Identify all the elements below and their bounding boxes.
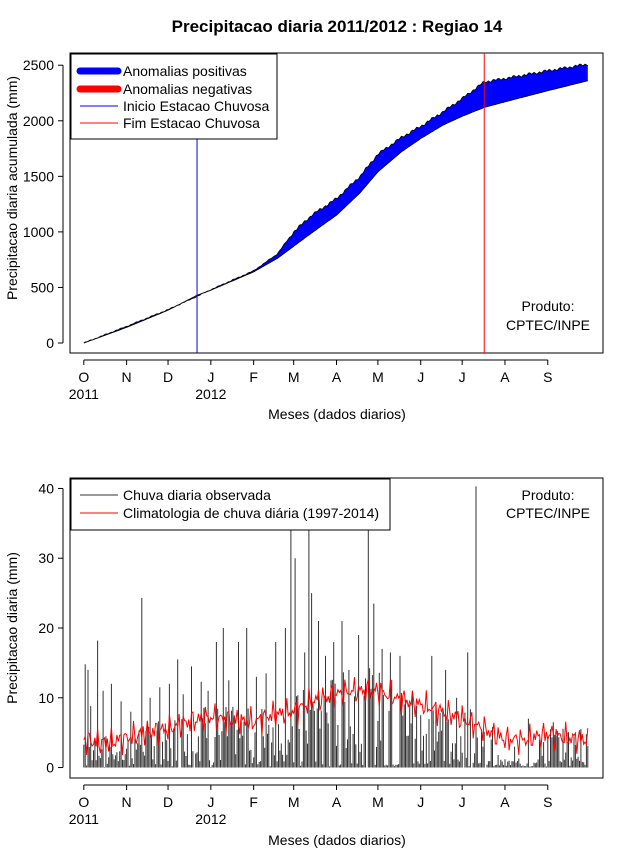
bottom-produto-source: CPTEC/INPE bbox=[506, 505, 590, 521]
top-x-tick-label: D bbox=[163, 369, 173, 385]
legend-label-positive: Anomalias positivas bbox=[123, 63, 247, 79]
top-x-tick-label: O bbox=[78, 369, 89, 385]
chart-title: Precipitacao diaria 2011/2012 : Regiao 1… bbox=[172, 17, 503, 36]
legend-label-climatology: Climatologia de chuva diária (1997-2014) bbox=[123, 505, 379, 521]
bottom-x-tick-label: D bbox=[163, 794, 173, 810]
top-x-tick-label: F bbox=[249, 369, 258, 385]
top-x-tick-label: S bbox=[543, 369, 552, 385]
top-plot-frame bbox=[69, 52, 604, 354]
legend-label-negative: Anomalias negativas bbox=[123, 81, 252, 97]
bottom-y-tick-label: 20 bbox=[38, 620, 54, 636]
top-y-tick-label: 2000 bbox=[23, 113, 54, 129]
top-y-tick-label: 500 bbox=[31, 279, 55, 295]
top-x-tick-label: A bbox=[332, 369, 342, 385]
bottom-x-tick-label: F bbox=[249, 794, 258, 810]
top-produto-source: CPTEC/INPE bbox=[506, 317, 590, 333]
top-x-tick-label: J bbox=[459, 369, 466, 385]
bottom-year-label: 2012 bbox=[195, 811, 226, 827]
top-y-axis-label: Precipitacao diaria acumulada (mm) bbox=[4, 76, 20, 300]
bottom-x-tick-label: M bbox=[372, 794, 384, 810]
top-x-tick-label: A bbox=[500, 369, 510, 385]
top-x-tick-label: M bbox=[372, 369, 384, 385]
top-produto-label: Produto: bbox=[522, 298, 575, 314]
bottom-x-tick-label: N bbox=[122, 794, 132, 810]
top-x-axis-label: Meses (dados diarios) bbox=[268, 406, 406, 422]
bottom-x-tick-label: J bbox=[459, 794, 466, 810]
bottom-year-label: 2011 bbox=[69, 811, 99, 827]
top-x-tick-label: J bbox=[417, 369, 424, 385]
climatology-cumulative-line bbox=[83, 80, 588, 344]
top-panel: O N D J F M A M J J A S 2011 2012 0 500 1000 1500 2000 2500… bbox=[4, 52, 604, 422]
top-y-tick-label: 1500 bbox=[23, 168, 54, 184]
bottom-y-tick-label: 0 bbox=[46, 760, 54, 776]
bottom-x-tick-label: O bbox=[78, 794, 89, 810]
bottom-y-tick-label: 40 bbox=[38, 480, 54, 496]
top-year-label: 2011 bbox=[69, 386, 99, 402]
bottom-y-tick-label: 10 bbox=[38, 690, 54, 706]
top-x-tick-label: M bbox=[288, 369, 300, 385]
bottom-plot-frame bbox=[69, 477, 604, 779]
top-year-label: 2012 bbox=[195, 386, 226, 402]
top-x-tick-label: N bbox=[122, 369, 132, 385]
bottom-legend-box bbox=[70, 478, 391, 531]
top-y-tick-label: 2500 bbox=[23, 57, 54, 73]
bottom-x-tick-label: A bbox=[332, 794, 342, 810]
legend-label-end: Fim Estacao Chuvosa bbox=[123, 115, 260, 131]
bottom-x-tick-label: S bbox=[543, 794, 552, 810]
bottom-x-tick-label: M bbox=[288, 794, 300, 810]
legend-label-start: Inicio Estacao Chuvosa bbox=[123, 98, 270, 114]
bottom-y-tick-label: 30 bbox=[38, 550, 54, 566]
top-series-layer bbox=[83, 53, 588, 353]
top-y-tick-label: 1000 bbox=[23, 224, 54, 240]
top-axes: O N D J F M A M J J A S 2011 2012 0 500 1000 1500 2000 2500 bbox=[23, 57, 553, 402]
bottom-panel: O N D J F M A M J J A S 2011 2012 0 10 20 30 40 Precipitac… bbox=[4, 477, 604, 848]
legend-label-observed: Chuva diaria observada bbox=[123, 487, 271, 503]
bottom-legend: Chuva diaria observada Climatologia de c… bbox=[70, 478, 391, 531]
bottom-x-tick-label: A bbox=[500, 794, 510, 810]
observed-cumulative-line bbox=[83, 63, 588, 344]
top-x-tick-label: J bbox=[207, 369, 214, 385]
top-legend: Anomalias positivas Anomalias negativas … bbox=[70, 53, 278, 140]
bottom-series-layer bbox=[83, 486, 589, 768]
bottom-x-axis-label: Meses (dados diarios) bbox=[268, 832, 406, 848]
bottom-axes: O N D J F M A M J J A S 2011 2012 0 10 20 30 40 bbox=[38, 480, 552, 827]
bottom-x-tick-label: J bbox=[207, 794, 214, 810]
top-y-tick-label: 0 bbox=[46, 335, 54, 351]
bottom-produto-label: Produto: bbox=[522, 487, 575, 503]
positive-anomaly-area bbox=[210, 64, 588, 291]
climatology-daily-line bbox=[83, 677, 589, 756]
bottom-x-tick-label: J bbox=[417, 794, 424, 810]
bottom-y-axis-label: Precipitacao diaria (mm) bbox=[4, 552, 20, 704]
